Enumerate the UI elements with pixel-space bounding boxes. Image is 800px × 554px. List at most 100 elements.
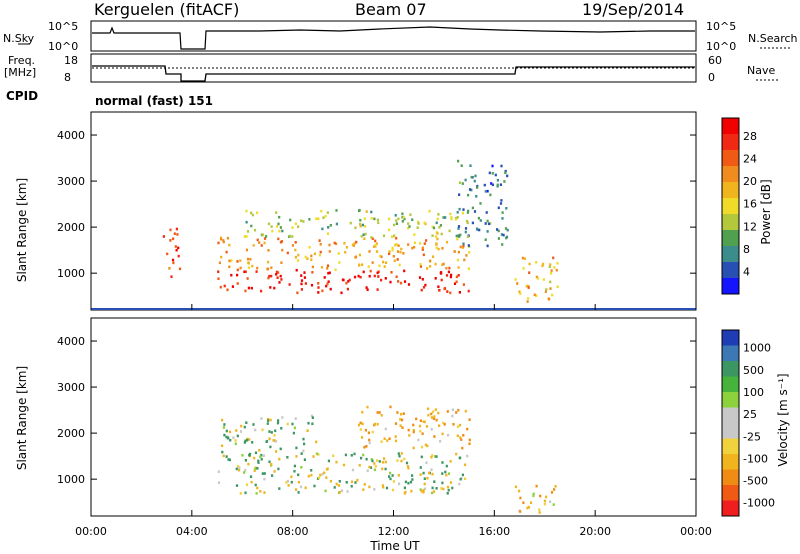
data-cell xyxy=(217,481,221,484)
data-cell xyxy=(503,180,506,183)
data-cell xyxy=(462,283,465,286)
data-cell xyxy=(371,459,374,463)
data-cell xyxy=(371,430,374,434)
data-cell xyxy=(275,270,278,274)
data-cell xyxy=(422,489,425,492)
data-cell xyxy=(346,490,349,493)
data-cell xyxy=(267,249,270,252)
data-cell xyxy=(403,217,406,221)
colorbar-segment xyxy=(722,438,739,455)
data-cell xyxy=(458,456,461,460)
data-cell xyxy=(441,481,444,485)
data-cell xyxy=(253,456,256,460)
data-cell xyxy=(228,259,231,263)
data-cell xyxy=(435,418,438,422)
data-cell xyxy=(421,248,424,251)
data-cell xyxy=(300,274,303,277)
data-cell xyxy=(504,227,508,230)
data-cell xyxy=(286,251,289,255)
data-cell xyxy=(169,239,172,242)
data-cell xyxy=(435,242,438,245)
data-cell xyxy=(245,483,249,486)
data-cell xyxy=(293,426,296,430)
data-cell xyxy=(324,214,327,218)
data-cell xyxy=(361,263,364,266)
data-cell xyxy=(368,250,371,253)
data-cell xyxy=(391,235,394,239)
data-cell xyxy=(274,429,277,433)
data-cell xyxy=(291,244,294,247)
data-cell xyxy=(441,247,444,250)
x-axis-label: Time UT xyxy=(369,539,420,553)
data-cell xyxy=(317,453,320,456)
data-cell xyxy=(402,412,405,415)
y-tick-label: 4000 xyxy=(57,129,85,142)
data-cell xyxy=(528,271,531,274)
data-cell xyxy=(236,434,239,438)
data-cell xyxy=(308,218,311,221)
data-cell xyxy=(462,244,465,248)
data-cell xyxy=(281,248,284,252)
data-cell xyxy=(398,454,401,458)
data-cell xyxy=(320,209,323,213)
data-cell xyxy=(253,469,256,472)
data-cell xyxy=(370,210,373,214)
data-cell xyxy=(468,442,471,446)
data-cell xyxy=(549,500,552,504)
data-cell xyxy=(394,422,398,425)
data-cell xyxy=(174,245,177,248)
data-cell xyxy=(549,263,552,266)
data-cell xyxy=(172,261,175,265)
data-cell xyxy=(420,489,423,493)
data-cell xyxy=(404,480,407,484)
data-cell xyxy=(228,458,231,462)
data-cell xyxy=(460,164,463,167)
data-cell xyxy=(311,265,314,269)
data-cell xyxy=(535,484,538,488)
data-cell xyxy=(225,455,228,458)
data-cell xyxy=(247,266,250,269)
data-cell xyxy=(328,250,331,253)
data-cell xyxy=(420,455,423,459)
data-cell xyxy=(302,449,305,453)
data-cell xyxy=(254,428,257,432)
data-cell xyxy=(422,420,425,423)
data-cell xyxy=(432,490,436,493)
data-cell xyxy=(368,438,371,442)
data-cell xyxy=(254,483,257,487)
data-cell xyxy=(364,428,367,432)
data-cell xyxy=(270,225,273,228)
data-cell xyxy=(417,438,420,442)
data-cell xyxy=(317,282,320,285)
velocity-panel: 1000 2000 3000 4000 Slant Range [km] xyxy=(15,317,697,517)
data-cell xyxy=(279,274,282,278)
data-cell xyxy=(297,473,300,477)
colorbar-segment xyxy=(722,214,739,231)
data-cell xyxy=(486,219,489,223)
data-cell xyxy=(303,276,306,279)
y-tick-label: 3000 xyxy=(57,381,85,394)
data-cell xyxy=(457,408,460,412)
data-cell xyxy=(467,267,470,270)
data-cell xyxy=(245,248,249,252)
data-cell xyxy=(526,506,529,510)
data-cell xyxy=(258,449,261,452)
data-cell xyxy=(338,261,341,264)
data-cell xyxy=(431,472,434,476)
data-cell xyxy=(378,460,381,463)
data-cell xyxy=(514,485,517,489)
colorbar-segment xyxy=(722,166,739,183)
data-cell xyxy=(430,416,433,419)
data-cell xyxy=(441,263,444,266)
data-cell xyxy=(377,275,380,278)
data-cell xyxy=(388,437,391,440)
data-cell xyxy=(243,441,246,444)
data-cell xyxy=(521,256,524,260)
data-cell xyxy=(466,454,469,458)
data-cell xyxy=(355,240,358,244)
data-cell xyxy=(367,431,370,435)
data-cell xyxy=(437,411,440,415)
data-cell xyxy=(460,438,463,441)
data-cell xyxy=(533,293,536,297)
data-cell xyxy=(270,274,273,278)
